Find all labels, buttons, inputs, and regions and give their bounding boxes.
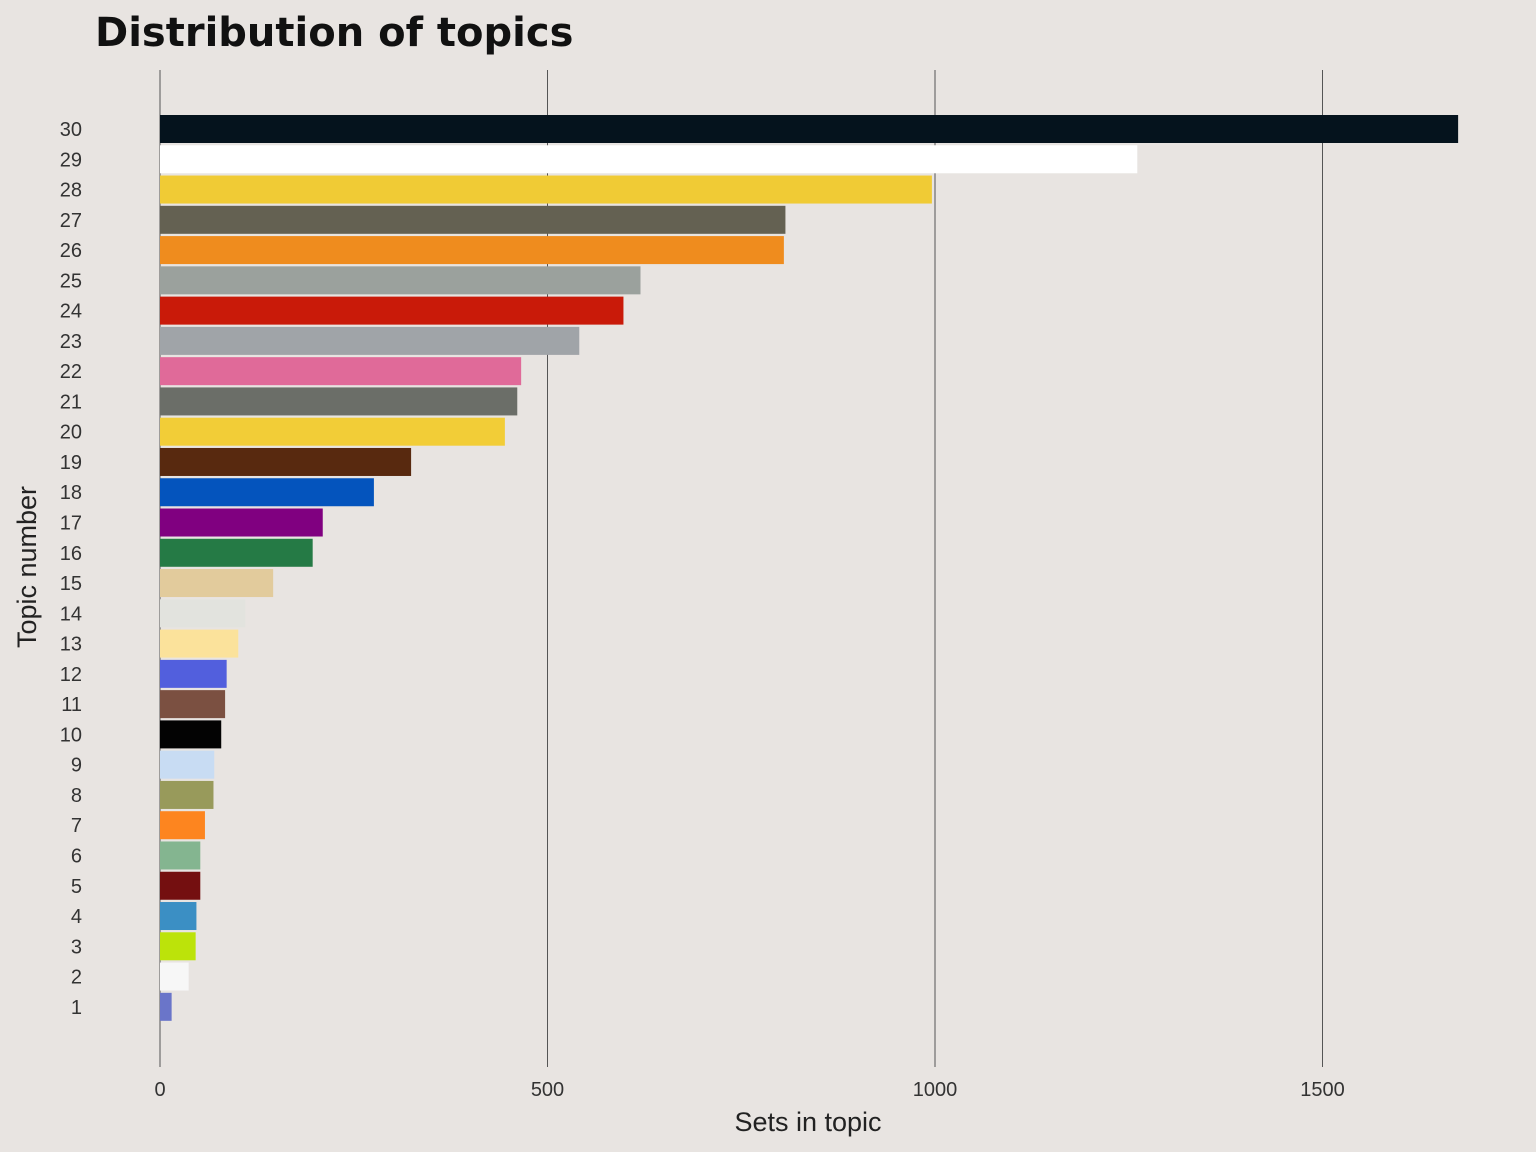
y-axis-label: Topic number [12,486,42,648]
x-tick-labels: 0 500 1000 1500 [154,1079,1344,1101]
bar-topic-23 [160,326,580,355]
bar-topic-7 [160,811,205,840]
bar-topic-19 [160,447,412,476]
y-tick-label: 20 [60,422,82,444]
bar-topic-12 [160,659,227,688]
y-tick-label: 11 [61,694,82,716]
bar-topic-15 [160,569,274,598]
y-tick-labels: 1234567891011121314151617181920212223242… [60,119,82,1019]
y-tick-label: 8 [71,785,82,807]
y-tick-label: 2 [71,967,82,989]
y-tick-label: 3 [71,936,82,958]
bar-topic-1 [160,992,172,1021]
y-tick-label: 19 [60,452,82,474]
bar-topic-28 [160,175,932,204]
y-tick-label: 12 [60,664,82,686]
bar-topic-4 [160,902,197,931]
bar-topic-2 [160,962,189,991]
bar-topic-17 [160,508,323,537]
bar-topic-14 [160,599,246,628]
y-tick-label: 10 [60,724,82,746]
bar-topic-25 [160,266,641,295]
y-tick-label: 6 [71,845,82,867]
y-tick-label: 30 [60,119,82,141]
bar-topic-8 [160,780,214,809]
chart-title: Distribution of topics [95,10,573,56]
y-tick-label: 29 [60,149,82,171]
y-tick-label: 18 [60,482,82,504]
y-tick-label: 16 [60,543,82,565]
x-axis-label: Sets in topic [734,1107,881,1137]
y-tick-label: 27 [60,210,82,232]
x-tick-label: 1500 [1300,1079,1345,1101]
y-tick-label: 24 [60,301,82,323]
y-tick-label: 21 [60,391,82,413]
bar-topic-10 [160,720,222,749]
bar-topic-27 [160,205,786,234]
y-tick-label: 14 [60,603,82,625]
bar-topic-6 [160,841,201,870]
y-tick-label: 26 [60,240,82,262]
y-tick-label: 17 [60,513,82,535]
x-tick-label: 500 [531,1079,564,1101]
y-tick-label: 1 [71,997,82,1019]
x-tick-label: 0 [154,1079,165,1101]
bar-topic-11 [160,690,226,719]
bar-topic-26 [160,236,784,265]
bar-topic-22 [160,357,522,386]
y-tick-label: 28 [60,180,82,202]
y-tick-label: 15 [60,573,82,595]
y-tick-label: 25 [60,270,82,292]
bar-topic-18 [160,478,374,507]
bar-topic-30 [160,115,1459,143]
y-tick-label: 5 [71,876,82,898]
y-tick-label: 9 [71,755,82,777]
bar-topic-13 [160,629,239,658]
bars [160,115,1459,1021]
y-tick-label: 23 [60,331,82,353]
bar-topic-29 [160,145,1138,174]
y-tick-label: 4 [71,906,82,928]
x-tick-label: 1000 [913,1079,958,1101]
bar-topic-9 [160,750,215,779]
y-tick-label: 7 [71,815,82,837]
bar-topic-24 [160,296,624,325]
bar-topic-16 [160,538,313,567]
bar-topic-20 [160,417,505,446]
bar-topic-21 [160,387,518,416]
y-tick-label: 22 [60,361,82,383]
bar-topic-5 [160,871,201,900]
y-tick-label: 13 [60,634,82,656]
bar-topic-3 [160,932,196,961]
